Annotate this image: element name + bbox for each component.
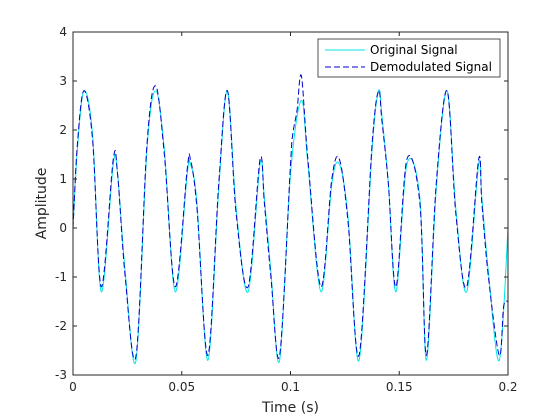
legend-box (317, 38, 501, 78)
y-tick-label: -1 (55, 270, 67, 284)
y-tick-label: 3 (59, 74, 67, 88)
legend-label-demodulated: Demodulated Signal (370, 60, 492, 74)
x-tick-label: 0 (69, 380, 77, 394)
y-tick-label: 2 (59, 123, 67, 137)
y-tick-label: -3 (55, 368, 67, 382)
y-tick-label: -2 (55, 319, 67, 333)
y-tick-label: 1 (59, 172, 67, 186)
legend: Original Signal Demodulated Signal (317, 38, 501, 78)
x-tick-label: 0.05 (168, 380, 195, 394)
x-axis-label: Time (s) (261, 400, 319, 416)
y-axis-label: Amplitude (34, 168, 50, 240)
x-tick-label: 0.2 (498, 380, 517, 394)
y-tick-label: 4 (59, 25, 67, 39)
x-tick-label: 0.1 (281, 380, 300, 394)
legend-label-original: Original Signal (370, 43, 458, 57)
ticks-layer: 0 0.05 0.1 0.15 0.2 -3 -2 -1 0 1 2 3 4 (55, 25, 518, 394)
y-tick-label: 0 (59, 221, 67, 235)
series-layer (72, 74, 509, 364)
series-line-demodulated-signal (72, 74, 509, 360)
plot-area (73, 32, 508, 375)
x-tick-label: 0.15 (386, 380, 413, 394)
